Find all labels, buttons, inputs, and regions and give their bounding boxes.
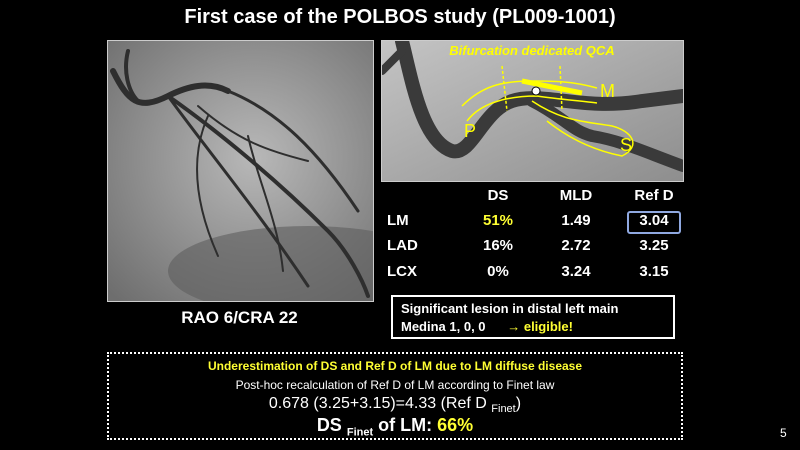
angiogram-right: Bifurcation dedicated QCA P M S — [381, 40, 684, 182]
column-header: MLD — [559, 187, 593, 204]
marker: M — [600, 81, 615, 101]
result: DS Finet of LM: 66% — [109, 415, 681, 439]
highlight-box — [627, 211, 681, 234]
conclusion-text: Medina 1, 0, 0 — [401, 319, 486, 334]
table-cell: 3.04 — [639, 212, 669, 229]
note-headline: Underestimation of DS and Ref D of LM du… — [207, 359, 583, 373]
conclusion-box: Significant lesion in distal left main M… — [391, 295, 675, 339]
subscript: Finet — [346, 426, 374, 439]
column-header: Ref D — [634, 187, 674, 204]
column-header: DS — [487, 187, 509, 204]
slide-title: First case of the POLBOS study (PL009-10… — [184, 6, 616, 28]
row-label: LCX — [387, 263, 417, 280]
conclusion-text: Significant lesion in distal left main — [401, 301, 619, 316]
row-label: LAD — [387, 237, 418, 254]
page-number: 5 — [780, 426, 787, 440]
conclusion-text: Medina 1, 0, 0 → eligible! — [401, 318, 665, 336]
result-value: 66% — [437, 415, 474, 436]
table-cell: 3.24 — [561, 263, 591, 280]
result-text: of LM: — [378, 415, 433, 436]
table-cell: 16% — [482, 237, 514, 254]
table-cell: 0% — [487, 263, 509, 280]
note-box: Underestimation of DS and Ref D of LM du… — [107, 352, 683, 440]
table-cell: 3.15 — [639, 263, 669, 280]
table-cell: 2.72 — [561, 237, 591, 254]
image-caption: RAO 6/CRA 22 — [181, 308, 298, 327]
table-cell: 51% — [482, 212, 514, 229]
result-text: DS — [316, 415, 342, 436]
eligible: eligible! — [523, 319, 573, 334]
table-cell: 1.49 — [561, 212, 591, 229]
marker: P — [464, 121, 476, 141]
formula: 0.678 (3.25+3.15)=4.33 (Ref D Finet) — [109, 395, 681, 415]
row-label: LM — [387, 212, 409, 229]
table-cell: 3.25 — [639, 237, 669, 254]
angiogram-left — [107, 40, 374, 302]
arrow: → — [507, 319, 521, 334]
subscript: Finet — [491, 403, 516, 416]
formula-text: ) — [515, 395, 522, 412]
note-subline: Post-hoc recalculation of Ref D of LM ac… — [235, 378, 555, 392]
qca-label: Bifurcation dedicated QCA — [449, 43, 614, 58]
formula-text: 0.678 (3.25+3.15)=4.33 (Ref D — [268, 395, 487, 412]
marker: S — [620, 135, 632, 155]
